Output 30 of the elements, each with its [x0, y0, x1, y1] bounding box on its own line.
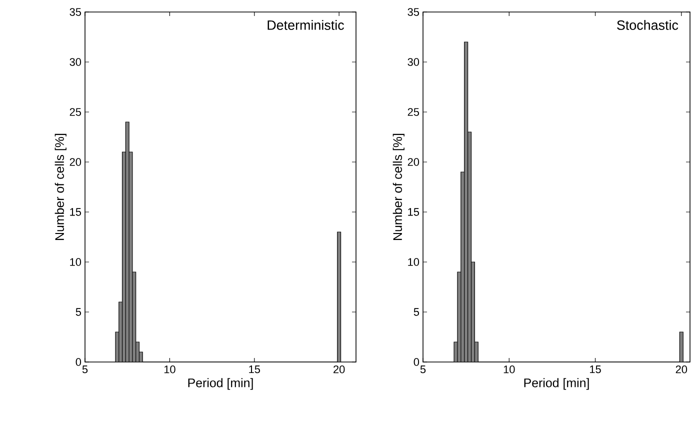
y-tick-label: 35 — [408, 8, 420, 16]
y-tick-label: 15 — [408, 208, 420, 216]
x-tick-label: 15 — [249, 366, 260, 374]
y-tick-label: 5 — [414, 308, 420, 316]
y-axis-title: Number of cells [%] — [54, 134, 66, 240]
y-tick-label: 10 — [70, 258, 82, 266]
x-tick-label: 10 — [164, 366, 176, 374]
x-axis-title: Period [min] — [524, 378, 589, 390]
chart-title: Stochastic — [617, 20, 678, 30]
y-tick-label: 15 — [70, 208, 82, 216]
x-tick-label: 15 — [590, 366, 601, 374]
x-axis-title: Period [min] — [188, 378, 253, 390]
y-tick-label: 25 — [408, 108, 420, 116]
y-tick-label: 30 — [408, 58, 420, 66]
chart-title: Deterministic — [268, 20, 344, 30]
x-tick-label: 20 — [334, 366, 345, 374]
y-tick-label: 35 — [70, 8, 82, 16]
y-tick-label: 0 — [76, 358, 82, 366]
y-tick-label: 10 — [408, 258, 420, 266]
x-tick-label: 5 — [420, 366, 426, 374]
y-tick-label: 20 — [70, 158, 82, 166]
x-tick-label: 5 — [82, 366, 88, 374]
x-tick-label: 20 — [676, 366, 688, 374]
y-tick-label: 0 — [414, 358, 420, 366]
y-tick-label: 30 — [70, 58, 82, 66]
y-axis-title: Number of cells [%] — [392, 134, 404, 240]
x-tick-label: 10 — [504, 366, 515, 374]
y-tick-label: 20 — [408, 158, 420, 166]
y-tick-label: 5 — [76, 308, 82, 316]
y-tick-label: 25 — [70, 108, 82, 116]
